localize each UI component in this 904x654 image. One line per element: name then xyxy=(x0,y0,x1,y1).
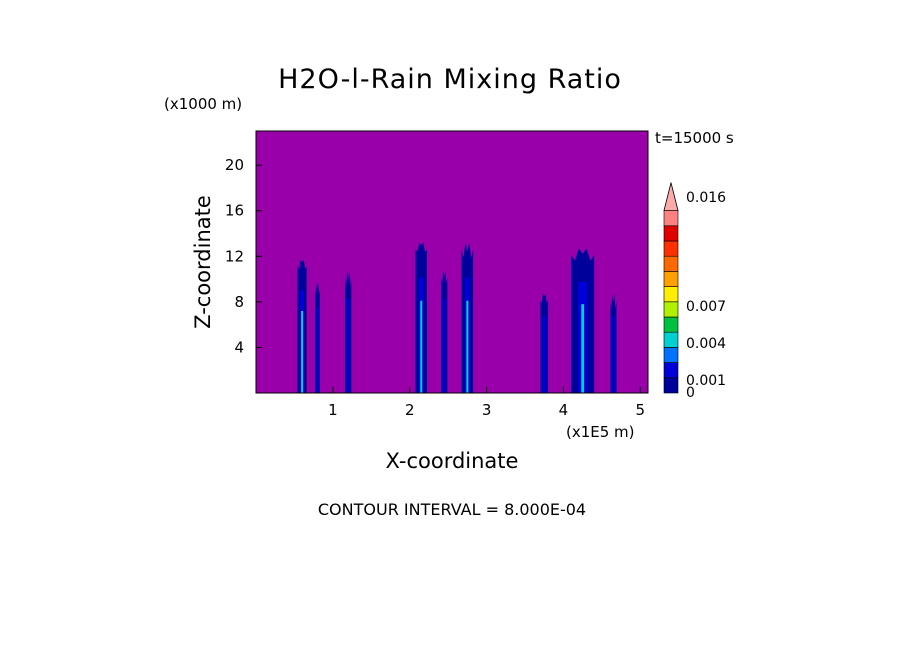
rain-cell-peak xyxy=(420,300,423,393)
x-tick-label: 5 xyxy=(636,401,646,419)
rain-cell-peak xyxy=(466,300,469,393)
colorbar-segment xyxy=(663,271,679,287)
colorbar-label: 0 xyxy=(686,385,695,401)
colorbar-label: 0.016 xyxy=(686,190,726,206)
colorbar-segment xyxy=(663,347,679,363)
chart-title: H2O-l-Rain Mixing Ratio xyxy=(278,64,622,95)
colorbar-segment xyxy=(663,301,679,318)
colorbar-segment xyxy=(663,255,679,272)
rain-cell-peak xyxy=(301,310,304,393)
colorbar-segment xyxy=(663,362,679,379)
y-tick-label: 12 xyxy=(225,247,244,265)
rain-cells xyxy=(297,242,617,393)
x-ticks: 1 2 3 4 5 xyxy=(328,387,645,419)
y-tick-label: 8 xyxy=(234,293,244,311)
x-tick-label: 2 xyxy=(405,401,415,419)
colorbar-extend-triangle xyxy=(663,182,679,212)
x-tick-label: 4 xyxy=(559,401,569,419)
y-tick-label: 16 xyxy=(225,202,244,220)
rain-cell-core xyxy=(347,299,350,393)
colorbar-label: 0.004 xyxy=(686,336,726,352)
contour-interval-note: CONTOUR INTERVAL = 8.000E-04 xyxy=(318,500,586,519)
rain-cell-core xyxy=(316,307,319,393)
rain-cell-core xyxy=(612,316,615,393)
colorbar-segment xyxy=(663,210,679,227)
colorbar-segment xyxy=(663,316,679,333)
time-label: t=15000 s xyxy=(655,129,734,147)
y-tick-label: 4 xyxy=(234,338,244,356)
colorbar-segment xyxy=(663,377,679,394)
x-tick-label: 1 xyxy=(328,401,338,419)
x-tick-label: 3 xyxy=(482,401,492,419)
y-ticks: 4 8 12 16 20 xyxy=(225,156,262,356)
y-tick-label: 20 xyxy=(225,156,244,174)
y-axis-label: Z-coordinate xyxy=(191,195,215,329)
rain-cell-core xyxy=(542,316,546,393)
colorbar-segment xyxy=(663,225,679,242)
rain-cell-peak xyxy=(581,304,585,393)
x-axis-label: X-coordinate xyxy=(386,449,519,473)
colorbar-label: 0.007 xyxy=(686,299,726,315)
x-unit-label: (x1E5 m) xyxy=(566,423,635,441)
colorbar-segment xyxy=(663,240,679,257)
colorbar-label: 0.001 xyxy=(686,373,726,389)
y-unit-label: (x1000 m) xyxy=(164,95,242,113)
colorbar-segment xyxy=(663,331,679,348)
rain-cell-core xyxy=(443,299,446,393)
plot-frame xyxy=(255,130,649,394)
colorbar-segment xyxy=(663,286,679,303)
